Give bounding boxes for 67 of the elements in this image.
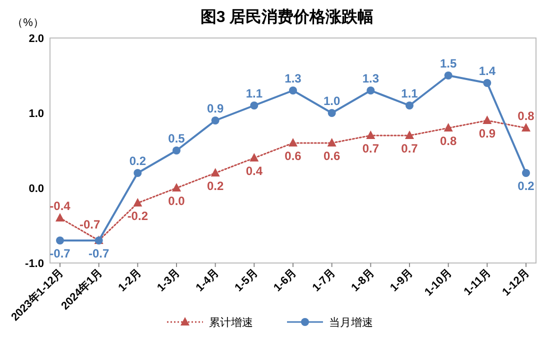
data-label: 1.0 xyxy=(323,94,340,108)
data-label: -0.4 xyxy=(50,199,71,213)
data-label: -0.2 xyxy=(127,209,148,223)
data-label: 0.6 xyxy=(323,149,340,163)
point xyxy=(289,86,297,94)
point xyxy=(327,138,336,146)
data-label: 1.1 xyxy=(401,86,418,100)
data-label: 1.5 xyxy=(440,56,457,70)
data-label: -0.7 xyxy=(88,246,110,260)
legend-label: 累计增速 xyxy=(209,316,253,329)
point xyxy=(328,109,336,117)
data-label: -0.7 xyxy=(50,246,71,260)
y-tick-label: 1.0 xyxy=(28,108,44,120)
data-label: 0.8 xyxy=(440,134,457,148)
y-tick-label: 0.0 xyxy=(28,183,44,195)
data-label: 0.2 xyxy=(206,179,224,193)
point xyxy=(522,169,530,177)
point xyxy=(482,116,492,124)
legend-label: 当月增速 xyxy=(329,316,373,329)
data-label: 0.8 xyxy=(518,109,535,123)
point xyxy=(250,102,258,110)
point xyxy=(133,198,142,206)
point xyxy=(211,116,220,124)
point xyxy=(406,102,414,110)
point xyxy=(366,130,376,139)
x-tick-label: 1-7月 xyxy=(310,266,338,294)
x-tick-label: 1-8月 xyxy=(349,266,377,294)
data-label: -0.7 xyxy=(79,218,100,232)
data-label: 0.0 xyxy=(168,194,186,208)
x-tick-label: 1-9月 xyxy=(388,266,416,294)
point xyxy=(444,72,452,80)
data-label: 0.2 xyxy=(518,179,535,193)
y-tick-label: 2.0 xyxy=(28,33,44,45)
y-tick-label: -1.0 xyxy=(25,258,44,270)
data-label: 0.6 xyxy=(284,149,302,163)
point xyxy=(405,130,414,139)
point xyxy=(134,169,142,177)
data-label: 1.3 xyxy=(284,72,302,86)
point xyxy=(366,86,375,94)
x-tick-label: 1-2月 xyxy=(116,266,144,294)
point xyxy=(288,138,298,146)
data-label: 0.2 xyxy=(129,154,146,168)
data-label: 0.4 xyxy=(246,164,263,178)
chart-title: 图3 居民消费价格涨跌幅 xyxy=(200,8,374,26)
x-tick-label: 1-3月 xyxy=(155,266,183,294)
data-label: 0.5 xyxy=(168,132,186,146)
x-tick-label: 1-6月 xyxy=(272,266,300,294)
point xyxy=(210,168,220,176)
point xyxy=(522,123,530,132)
data-label: 0.9 xyxy=(478,126,496,140)
point xyxy=(444,123,453,132)
point xyxy=(483,79,492,87)
point xyxy=(172,183,181,192)
data-label: 0.7 xyxy=(401,142,418,156)
data-label: 1.3 xyxy=(362,72,380,86)
data-label: 0.9 xyxy=(206,102,224,116)
data-label: 1.4 xyxy=(478,64,496,78)
point xyxy=(56,236,64,244)
point xyxy=(172,146,180,154)
x-tick-label: 1-11月 xyxy=(462,266,494,298)
data-label: 1.1 xyxy=(246,86,263,100)
y-axis-title: （%） xyxy=(12,17,44,29)
x-tick-label: 1-4月 xyxy=(194,266,222,294)
data-label: 0.7 xyxy=(362,142,380,156)
point xyxy=(56,213,64,222)
point xyxy=(250,153,259,162)
x-tick-label: 1-5月 xyxy=(232,266,260,294)
